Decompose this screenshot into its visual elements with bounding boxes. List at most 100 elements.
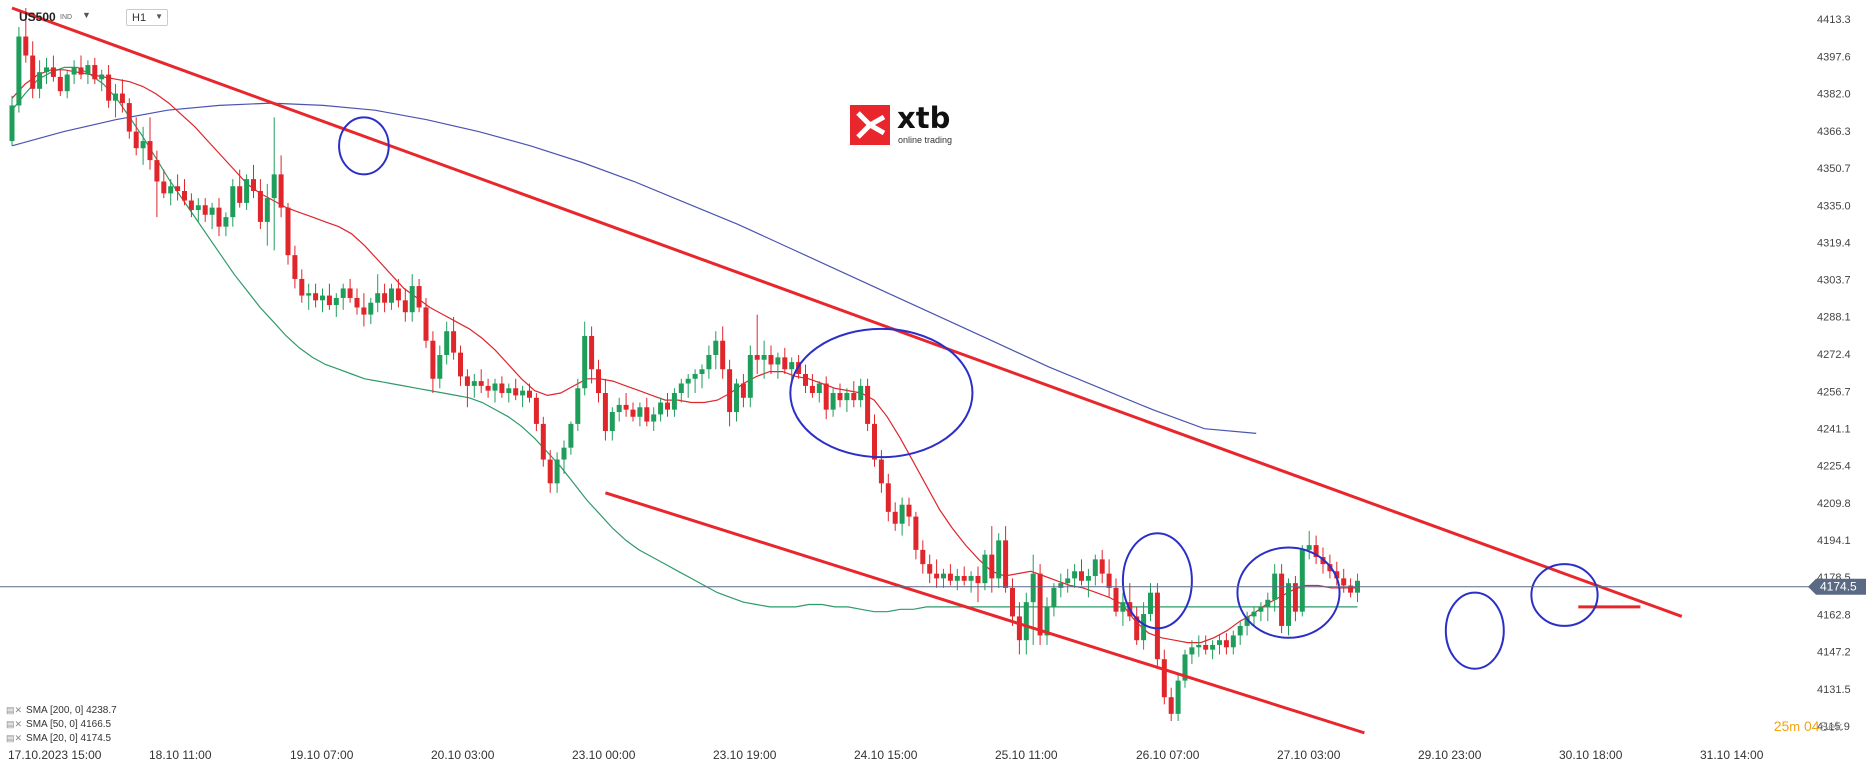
candle-body[interactable] [402, 300, 408, 313]
candle-body[interactable] [589, 335, 595, 370]
candle-body[interactable] [734, 383, 739, 413]
highlight-ellipse[interactable] [1121, 532, 1193, 630]
candle-body[interactable] [409, 286, 415, 313]
candle-body[interactable] [740, 383, 746, 398]
candle-body[interactable] [1196, 644, 1202, 648]
candle-body[interactable] [1120, 602, 1126, 612]
candle-body[interactable] [195, 205, 201, 211]
candle-body[interactable] [913, 516, 919, 550]
timeframe-select[interactable]: H1 ▼ [126, 9, 168, 26]
candle-body[interactable] [651, 414, 657, 422]
candle-body[interactable] [458, 352, 463, 377]
candle-body[interactable] [119, 93, 125, 104]
candle-body[interactable] [775, 357, 781, 365]
candle-body[interactable] [941, 573, 946, 579]
candle-body[interactable] [630, 409, 636, 417]
candle-body[interactable] [347, 288, 353, 298]
candle-body[interactable] [533, 397, 539, 424]
highlight-ellipse[interactable] [1444, 591, 1505, 670]
candle-body[interactable] [216, 207, 222, 227]
candle-body[interactable] [1085, 576, 1091, 581]
candle-body[interactable] [154, 160, 160, 182]
candle-body[interactable] [464, 376, 470, 386]
candle-body[interactable] [306, 293, 312, 296]
candle-body[interactable] [1141, 614, 1147, 641]
candle-body[interactable] [837, 393, 843, 401]
candle-body[interactable] [313, 293, 319, 301]
candle-body[interactable] [685, 378, 691, 384]
candle-body[interactable] [968, 576, 974, 581]
candle-body[interactable] [561, 447, 567, 460]
candle-body[interactable] [126, 103, 132, 132]
candle-body[interactable] [113, 93, 118, 101]
indicator-settings-icon[interactable]: ▤✕ [6, 719, 23, 729]
candle-body[interactable] [485, 385, 491, 391]
candle-body[interactable] [161, 181, 167, 194]
candle-body[interactable] [865, 385, 871, 424]
candle-body[interactable] [1092, 559, 1098, 577]
candle-body[interactable] [175, 186, 181, 191]
candle-body[interactable] [1051, 587, 1057, 607]
candle-body[interactable] [423, 307, 429, 341]
candle-body[interactable] [1016, 616, 1022, 641]
candle-body[interactable] [1237, 625, 1243, 636]
candle-body[interactable] [1299, 549, 1305, 612]
candle-body[interactable] [1023, 602, 1029, 641]
candle-body[interactable] [768, 354, 774, 365]
candle-body[interactable] [644, 407, 650, 422]
candle-body[interactable] [437, 354, 443, 379]
candle-body[interactable] [499, 383, 505, 394]
candle-body[interactable] [1265, 599, 1271, 607]
candle-body[interactable] [513, 388, 519, 396]
candle-body[interactable] [872, 423, 877, 460]
candle-body[interactable] [106, 74, 112, 101]
candle-body[interactable] [1341, 578, 1347, 586]
candle-body[interactable] [237, 186, 243, 203]
candle-body[interactable] [816, 383, 822, 394]
candle-body[interactable] [754, 354, 760, 360]
candle-body[interactable] [747, 354, 753, 398]
candle-body[interactable] [568, 423, 574, 448]
candle-body[interactable] [1348, 585, 1354, 593]
candle-body[interactable] [285, 207, 291, 256]
candle-body[interactable] [492, 383, 498, 391]
channel-upper-line[interactable] [11, 6, 1683, 618]
candle-body[interactable] [471, 381, 477, 386]
candle-body[interactable] [278, 174, 284, 208]
candle-body[interactable] [326, 295, 332, 306]
candle-body[interactable] [713, 340, 719, 355]
candle-body[interactable] [830, 393, 836, 410]
candle-body[interactable] [878, 459, 884, 484]
candle-body[interactable] [1258, 606, 1264, 612]
candle-body[interactable] [444, 331, 450, 355]
candle-body[interactable] [803, 374, 808, 386]
candle-body[interactable] [1134, 616, 1140, 641]
candle-body[interactable] [375, 293, 381, 303]
candle-body[interactable] [168, 186, 174, 194]
candle-body[interactable] [761, 354, 767, 360]
candle-body[interactable] [527, 390, 532, 398]
candle-body[interactable] [354, 297, 360, 308]
candle-body[interactable] [368, 302, 374, 315]
candle-body[interactable] [637, 407, 643, 417]
candle-body[interactable] [961, 576, 967, 581]
legend-sma20[interactable]: ▤✕ SMA [20, 0] 4174.5 [6, 733, 111, 744]
candle-body[interactable] [230, 186, 236, 218]
candle-body[interactable] [809, 385, 815, 394]
candle-body[interactable] [899, 504, 905, 524]
candle-body[interactable] [947, 573, 953, 581]
candle-body[interactable] [257, 191, 263, 222]
candle-body[interactable] [9, 105, 15, 142]
highlight-ellipse[interactable] [1530, 563, 1599, 627]
candle-body[interactable] [540, 423, 546, 460]
candle-body[interactable] [395, 288, 401, 301]
candle-body[interactable] [23, 36, 29, 56]
candle-body[interactable] [44, 67, 49, 73]
candle-body[interactable] [823, 383, 829, 410]
candle-body[interactable] [1099, 559, 1105, 574]
candle-body[interactable] [292, 255, 298, 279]
candle-body[interactable] [989, 554, 995, 579]
candle-body[interactable] [71, 67, 77, 75]
